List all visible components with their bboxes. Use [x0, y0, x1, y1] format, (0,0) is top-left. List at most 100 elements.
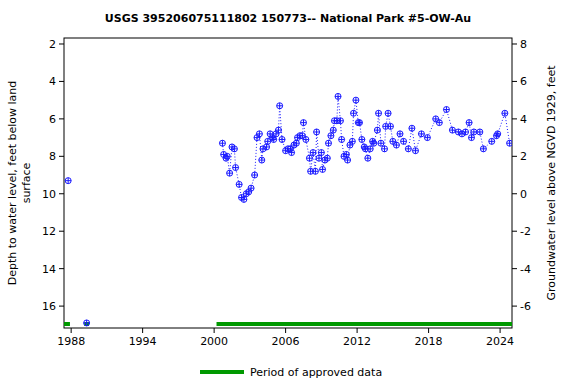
- y2-tick-label: 0: [520, 188, 527, 201]
- x-tick: [71, 328, 72, 333]
- marker-cross: [385, 110, 391, 116]
- data-point: [436, 120, 442, 126]
- data-point: [236, 181, 242, 187]
- marker-circle: [337, 118, 343, 124]
- data-point: [356, 120, 362, 126]
- marker-cross: [433, 116, 439, 122]
- marker-cross: [293, 140, 299, 146]
- marker-circle: [345, 157, 351, 163]
- marker-cross: [320, 166, 326, 172]
- data-point: [412, 148, 418, 154]
- data-point: [252, 172, 258, 178]
- y2-tick-label: -2: [520, 225, 531, 238]
- x-tick-label: 2024: [486, 335, 514, 348]
- data-point: [287, 146, 293, 152]
- marker-circle: [489, 138, 495, 144]
- data-point: [324, 155, 330, 161]
- data-point: [316, 155, 322, 161]
- data-point: [306, 155, 312, 161]
- marker-circle: [433, 116, 439, 122]
- data-point: [277, 103, 283, 109]
- marker-circle: [312, 168, 318, 174]
- marker-cross: [287, 146, 293, 152]
- x-tick-label: 2012: [343, 335, 371, 348]
- marker-circle: [449, 127, 455, 133]
- legend-swatch: [200, 370, 244, 374]
- marker-circle: [502, 110, 508, 116]
- data-point: [433, 116, 439, 122]
- marker-cross: [335, 93, 341, 99]
- marker-circle: [314, 129, 320, 135]
- marker-cross: [359, 136, 365, 142]
- marker-circle: [382, 146, 388, 152]
- data-point: [385, 110, 391, 116]
- marker-cross: [233, 165, 239, 171]
- title: USGS 395206075111802 150773-- National P…: [105, 12, 471, 25]
- marker-circle: [401, 138, 407, 144]
- data-point: [219, 140, 225, 146]
- marker-circle: [326, 140, 332, 146]
- y2-tick: [512, 156, 517, 157]
- marker-cross: [279, 136, 285, 142]
- y2-tick: [512, 81, 517, 82]
- marker-circle: [316, 155, 322, 161]
- marker-cross: [374, 127, 380, 133]
- marker-cross: [275, 127, 281, 133]
- marker-circle: [65, 178, 71, 184]
- data-point: [310, 150, 316, 156]
- data-point: [480, 146, 486, 152]
- marker-circle: [330, 127, 336, 133]
- y-tick: [59, 306, 64, 307]
- marker-cross: [316, 155, 322, 161]
- marker-cross: [397, 131, 403, 137]
- marker-cross: [418, 131, 424, 137]
- marker-circle: [387, 123, 393, 129]
- data-point: [382, 146, 388, 152]
- marker-circle: [303, 136, 309, 142]
- data-point: [365, 155, 371, 161]
- marker-circle: [310, 150, 316, 156]
- marker-cross: [449, 127, 455, 133]
- data-point: [345, 157, 351, 163]
- marker-circle: [339, 136, 345, 142]
- data-point: [231, 146, 237, 152]
- series-line: [222, 96, 509, 199]
- x-tick-label: 2018: [415, 335, 443, 348]
- data-point: [495, 131, 501, 137]
- data-point: [387, 123, 393, 129]
- marker-cross: [382, 146, 388, 152]
- y-tick: [59, 118, 64, 119]
- marker-cross: [330, 127, 336, 133]
- y2-tick: [512, 306, 517, 307]
- data-point: [233, 165, 239, 171]
- data-point: [279, 136, 285, 142]
- data-point: [343, 151, 349, 157]
- x-tick-label: 1994: [129, 335, 157, 348]
- data-point: [275, 127, 281, 133]
- marker-circle: [418, 131, 424, 137]
- marker-circle: [424, 135, 430, 141]
- marker-circle: [405, 146, 411, 152]
- data-point: [353, 97, 359, 103]
- y2-tick-label: 8: [520, 38, 527, 51]
- marker-cross: [436, 120, 442, 126]
- y2-tick-label: -4: [520, 263, 531, 276]
- data-point: [248, 185, 254, 191]
- marker-cross: [349, 138, 355, 144]
- marker-circle: [367, 146, 373, 152]
- marker-cross: [231, 146, 237, 152]
- data-point: [349, 138, 355, 144]
- marker-circle: [507, 140, 512, 146]
- marker-circle: [353, 97, 359, 103]
- marker-cross: [365, 155, 371, 161]
- data-point: [405, 146, 411, 152]
- y2-tick-label: -6: [520, 300, 531, 313]
- data-point: [466, 120, 472, 126]
- marker-cross: [314, 129, 320, 135]
- marker-circle: [378, 140, 384, 146]
- data-point: [463, 129, 469, 135]
- y-tick-label: 16: [42, 300, 56, 313]
- marker-circle: [231, 146, 237, 152]
- marker-circle: [299, 133, 305, 139]
- marker-circle: [277, 103, 283, 109]
